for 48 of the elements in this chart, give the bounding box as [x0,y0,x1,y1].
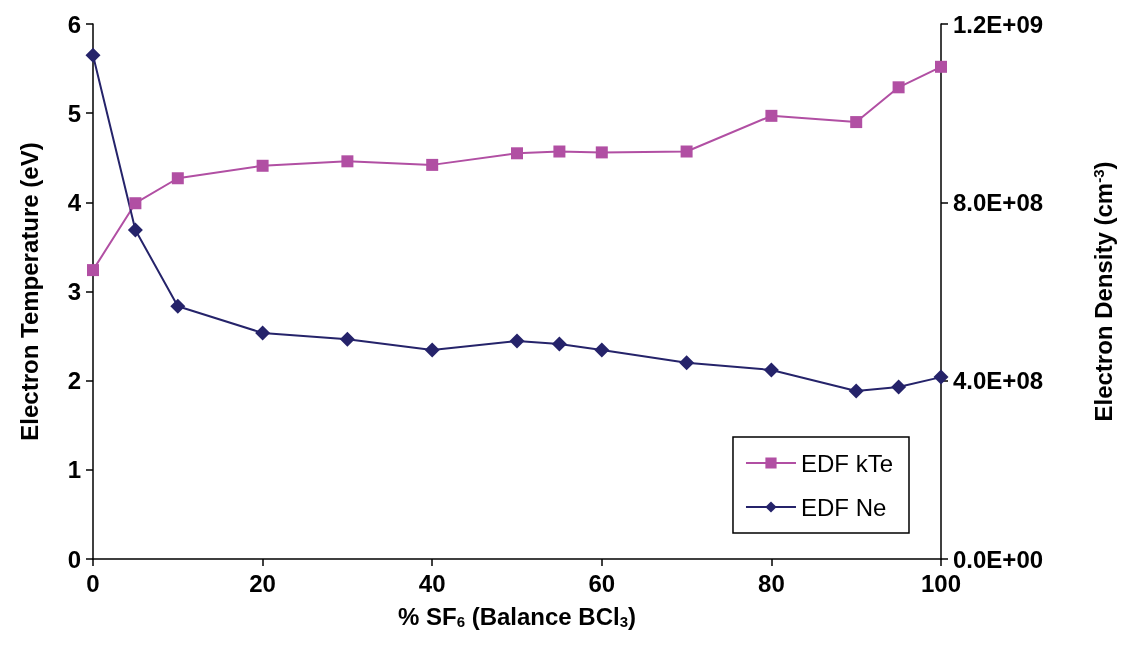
y2-axis-title: Electron Density (cm-3) [1090,161,1117,422]
point [892,81,905,94]
point [426,158,439,171]
point [848,383,864,399]
point [85,47,101,63]
point [255,325,271,341]
point [170,298,186,314]
x-tick-label: 60 [588,569,616,597]
legend-label: EDF Ne [800,493,887,521]
point [850,116,863,129]
point [765,109,778,122]
point [595,146,608,159]
point [509,333,525,349]
y2-tick-label: 4.0E+08 [953,367,1044,395]
point [256,159,269,172]
point [171,172,184,185]
point [127,222,143,238]
y-tick-label: 1 [67,456,81,484]
point [891,379,907,395]
point [87,264,99,277]
x-tick-label: 20 [249,569,276,597]
y2-tick-label: 1.2E+09 [953,10,1044,38]
y-tick-label: 6 [67,10,81,38]
point [511,147,523,160]
x-axis-title: % SF6 (Balance BCl3) [397,603,637,630]
y-axis-title: Electron Temperature (eV) [15,142,43,441]
point [680,145,693,158]
y2-tick-label: 8.0E+08 [953,188,1044,216]
point [935,60,947,73]
point [129,197,142,210]
point [424,342,440,358]
point [933,369,949,385]
y-tick-label: 0 [67,545,81,573]
point [551,336,567,352]
point [594,342,610,358]
point [763,362,779,378]
x-tick-label: 80 [758,569,785,597]
point [679,355,695,371]
x-tick-label: 40 [418,569,446,597]
y-tick-label: 3 [67,278,81,305]
point [341,155,354,168]
point [553,145,566,158]
legend-label: EDF kTe [800,449,893,477]
y-tick-label: 2 [67,367,81,395]
x-tick-label: 0 [86,569,100,597]
y-tick-label: 5 [67,99,81,127]
y-tick-label: 4 [67,188,82,216]
point [339,331,355,347]
